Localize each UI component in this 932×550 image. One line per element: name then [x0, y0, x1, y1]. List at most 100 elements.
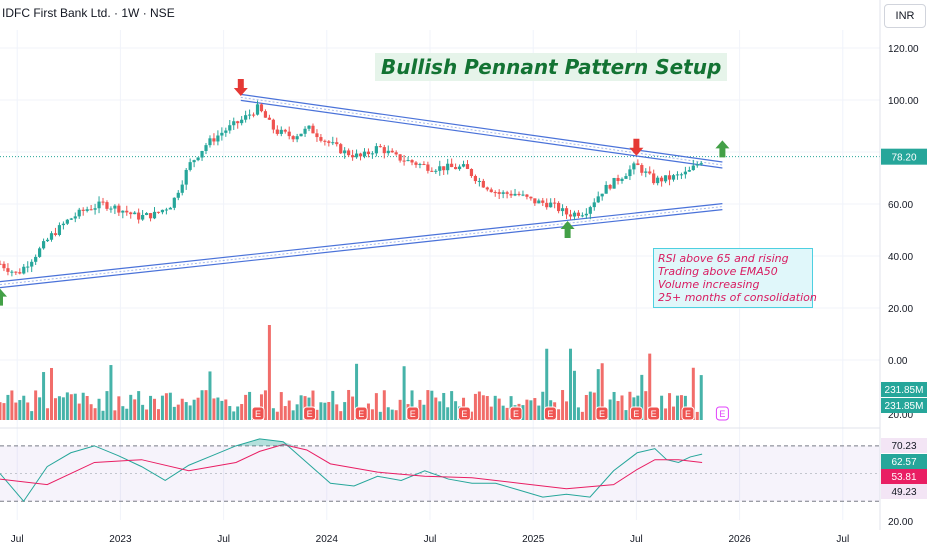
candle-body: [180, 184, 184, 193]
candle-body: [30, 261, 34, 267]
earnings-marker-badge: [406, 406, 420, 421]
candle-body: [10, 271, 14, 273]
arrow-up-shape: [0, 288, 7, 306]
volume-bar: [232, 411, 236, 420]
trendlines[interactable]: [0, 93, 723, 289]
symbol-title[interactable]: IDFC First Bank Ltd. · 1W · NSE: [2, 6, 175, 20]
volume-bar: [422, 404, 426, 420]
candle-body: [255, 104, 260, 115]
volume-bar: [149, 395, 153, 420]
candle-body: [450, 163, 454, 168]
volume-bar: [22, 395, 26, 420]
volume-bar: [184, 402, 188, 420]
candle-body: [671, 175, 676, 180]
candle-body: [521, 194, 525, 196]
candle-body: [319, 137, 323, 141]
volume-bar: [521, 405, 525, 420]
rsi-lower-label: 49.23: [891, 487, 916, 498]
axes: 120.00 100.00 60.00 40.00 20.00 0.00 78.20 20.0…: [11, 0, 927, 545]
volume-bar: [584, 394, 588, 420]
volume-bar: [398, 399, 402, 420]
candle-body: [168, 207, 172, 210]
earnings-marker-label: E: [410, 409, 416, 419]
volume-bar: [545, 348, 549, 420]
time-tick-label: 2024: [316, 534, 339, 545]
earnings-marker-label: E: [547, 409, 553, 419]
candle-body: [489, 189, 493, 193]
candle-body: [125, 210, 129, 213]
time-tick-label: Jul: [836, 534, 849, 545]
volume-bar: [537, 405, 541, 420]
volume-bar: [473, 393, 477, 420]
candle-body: [366, 151, 371, 155]
candlesticks: [0, 100, 703, 277]
volume-bar: [200, 390, 204, 420]
volume-bar: [695, 411, 699, 420]
candle-body: [410, 160, 414, 163]
rsi-ma-label: 53.81: [891, 472, 916, 483]
candle-body: [430, 170, 434, 172]
candle-body: [343, 150, 347, 154]
candle-body: [608, 184, 612, 189]
candle-body: [434, 170, 438, 172]
pattern-title-callout[interactable]: Bullish Pennant Pattern Setup: [375, 53, 728, 81]
volume-bar: [335, 404, 339, 420]
candle-body: [406, 160, 410, 162]
volume-bar: [212, 398, 216, 420]
notes-callout[interactable]: RSI above 65 and rising Trading above EM…: [653, 248, 817, 308]
price-tick-label: 100.00: [888, 96, 919, 107]
candle-body: [101, 201, 105, 203]
volume-bar: [529, 400, 533, 420]
price-tick-label: 40.00: [888, 252, 913, 263]
candle-body: [390, 150, 394, 153]
volume-bar: [572, 370, 576, 420]
candle-body: [446, 163, 450, 171]
candle-body: [152, 211, 157, 219]
volume-bar: [311, 390, 315, 420]
volume-bar: [323, 402, 327, 420]
volume-bar: [438, 401, 442, 420]
volume-bar: [129, 394, 133, 420]
candle-body: [200, 150, 204, 158]
candle-body: [172, 197, 176, 208]
candle-body: [687, 170, 691, 172]
candle-body: [220, 132, 224, 136]
candle-body: [485, 187, 489, 190]
currency-button[interactable]: INR: [884, 4, 926, 28]
candle-body: [69, 218, 73, 220]
volume-bar: [204, 390, 208, 420]
candle-body: [247, 114, 252, 116]
volume-bar: [450, 391, 454, 420]
volume-bar: [97, 398, 101, 420]
volume-bar: [240, 404, 244, 420]
candle-body: [632, 163, 636, 170]
volume-bar: [145, 409, 149, 420]
volume-bar: [664, 408, 668, 420]
rsi-upper-label: 70.23: [891, 441, 916, 452]
volume-bar: [378, 411, 382, 420]
candle-body: [192, 160, 196, 163]
candle-body: [129, 212, 133, 215]
note-consolidation: 25+ months of consolidation: [658, 291, 817, 304]
candle-body: [529, 196, 533, 199]
volume-bar: [331, 390, 335, 420]
volume-bar: [608, 399, 612, 420]
candle-body: [640, 165, 644, 173]
earnings-marker: E: [629, 406, 643, 421]
candle-body: [675, 174, 680, 176]
volume-bar: [469, 411, 473, 420]
volume-bar: [343, 402, 347, 420]
earnings-marker-label: E: [513, 409, 519, 419]
candle-body: [97, 201, 101, 209]
rsi-line: [0, 438, 703, 503]
candle-body: [624, 176, 628, 179]
volume-bar: [624, 410, 628, 420]
volume-bar: [137, 391, 141, 420]
earnings-marker-label: E: [685, 409, 691, 419]
volume-bar: [81, 392, 85, 420]
candle-body: [695, 164, 699, 166]
volume-bar: [121, 406, 125, 420]
candle-body: [176, 192, 180, 198]
rsi-upper-label-badge: [881, 438, 927, 453]
